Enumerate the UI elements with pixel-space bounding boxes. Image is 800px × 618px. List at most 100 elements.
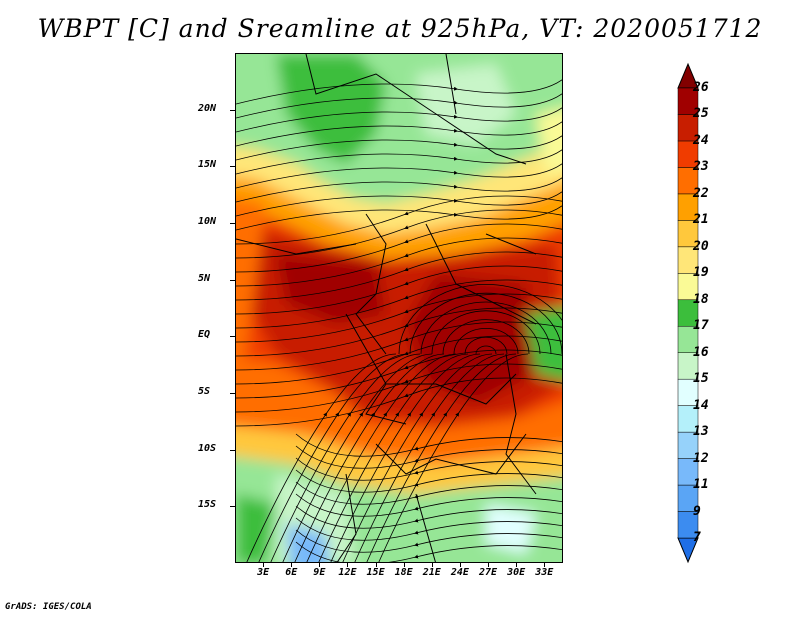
lat-tick [230, 449, 235, 451]
streamline [306, 353, 457, 562]
lon-label: 24E [450, 567, 469, 578]
lon-tick [375, 563, 377, 567]
streamline [236, 293, 562, 343]
streamline [236, 349, 562, 399]
colorbar-level-label: 26 [693, 80, 709, 95]
streamline [295, 529, 562, 553]
lon-tick [431, 563, 433, 567]
lat-label: 20N [198, 102, 217, 114]
lat-tick [230, 279, 235, 281]
colorbar-level-label: 16 [693, 344, 709, 360]
streamline [236, 149, 562, 175]
wbpt-shading [236, 54, 562, 562]
streamline [295, 469, 562, 493]
lon-label: 33E [535, 567, 554, 578]
lon-label: 27E [478, 567, 498, 578]
streamline [236, 237, 562, 287]
lat-tick [230, 166, 235, 168]
wbpt-field-map [236, 54, 562, 562]
streamline [442, 319, 530, 355]
colorbar-level-label: 24 [693, 132, 709, 148]
streamline [236, 321, 562, 371]
streamline [236, 363, 562, 413]
streamline [295, 505, 562, 529]
streamline [236, 195, 562, 245]
streamline [295, 445, 562, 469]
lon-tick [263, 563, 265, 567]
lon-label: 21E [422, 567, 441, 578]
streamline [295, 481, 562, 505]
lat-label: 15S [198, 499, 217, 511]
lat-tick [230, 393, 235, 394]
streamline [236, 251, 562, 301]
lat-label: 10S [198, 442, 217, 454]
lat-label: 10N [198, 216, 217, 227]
streamline [342, 353, 493, 562]
colorbar-level-label: 13 [693, 424, 709, 440]
streamline [453, 328, 519, 355]
colorbar-level-label: 22 [693, 185, 709, 201]
lon-tick [488, 563, 490, 567]
streamline [294, 353, 445, 562]
lat-label: 15N [198, 159, 217, 171]
lat-label: 5N [198, 272, 211, 284]
colorbar-level-label: 25 [693, 106, 709, 122]
colorbar-level-label: 17 [693, 318, 709, 334]
streamline [378, 353, 529, 562]
lon-tick [516, 563, 518, 567]
streamline [236, 223, 562, 273]
lon-label: 18E [394, 567, 413, 578]
streamline [409, 292, 562, 355]
streamline [295, 517, 562, 541]
streamline [258, 353, 409, 562]
colorbar-level-label: 15 [693, 371, 709, 387]
streamline [236, 191, 562, 217]
streamline [475, 345, 497, 355]
lon-label: 12E [338, 567, 357, 578]
streamline [295, 541, 562, 562]
colorbar-level-label: 20 [693, 238, 709, 254]
colorbar-bin [677, 87, 699, 115]
lon-label: 30E [507, 567, 526, 578]
lat-tick [230, 109, 235, 111]
colorbar-level-label: 12 [693, 450, 709, 466]
streamline [420, 301, 552, 355]
streamline [464, 336, 508, 355]
lon-tick [459, 563, 461, 567]
streamline [246, 353, 397, 562]
streamline [236, 135, 562, 161]
streamline [236, 177, 562, 203]
lon-tick [544, 563, 546, 567]
colorbar-level-label: 7 [693, 530, 701, 545]
streamline [236, 209, 562, 259]
country-borders [236, 54, 537, 562]
streamline [398, 284, 562, 355]
streamline [295, 457, 562, 481]
colorbar-level-label: 23 [693, 159, 709, 175]
colorbar-level-label: 14 [693, 397, 709, 413]
lon-tick [347, 563, 349, 567]
streamline [236, 279, 562, 329]
streamline [366, 353, 517, 562]
streamline [236, 79, 562, 105]
lat-tick [230, 336, 235, 338]
lon-tick [403, 563, 405, 567]
streamline [236, 121, 562, 147]
lon-label: 9E [313, 567, 326, 578]
lon-tick [291, 563, 293, 567]
lat-tick [230, 223, 235, 224]
colorbar [677, 62, 699, 564]
streamline [236, 107, 562, 133]
streamline [330, 353, 481, 562]
streamline [236, 265, 562, 315]
colorbar-level-label: 18 [693, 291, 709, 307]
lat-label: EQ [198, 329, 211, 341]
streamline [431, 310, 541, 355]
lat-tick [230, 506, 235, 508]
colorbar-level-label: 19 [693, 265, 709, 281]
map-panel [235, 53, 563, 563]
streamline [270, 353, 421, 562]
chart-title: WBPT [C] and Sreamline at 925hPa, VT: 20… [37, 14, 763, 43]
colorbar-level-label: 9 [693, 503, 701, 519]
streamline [318, 353, 469, 562]
